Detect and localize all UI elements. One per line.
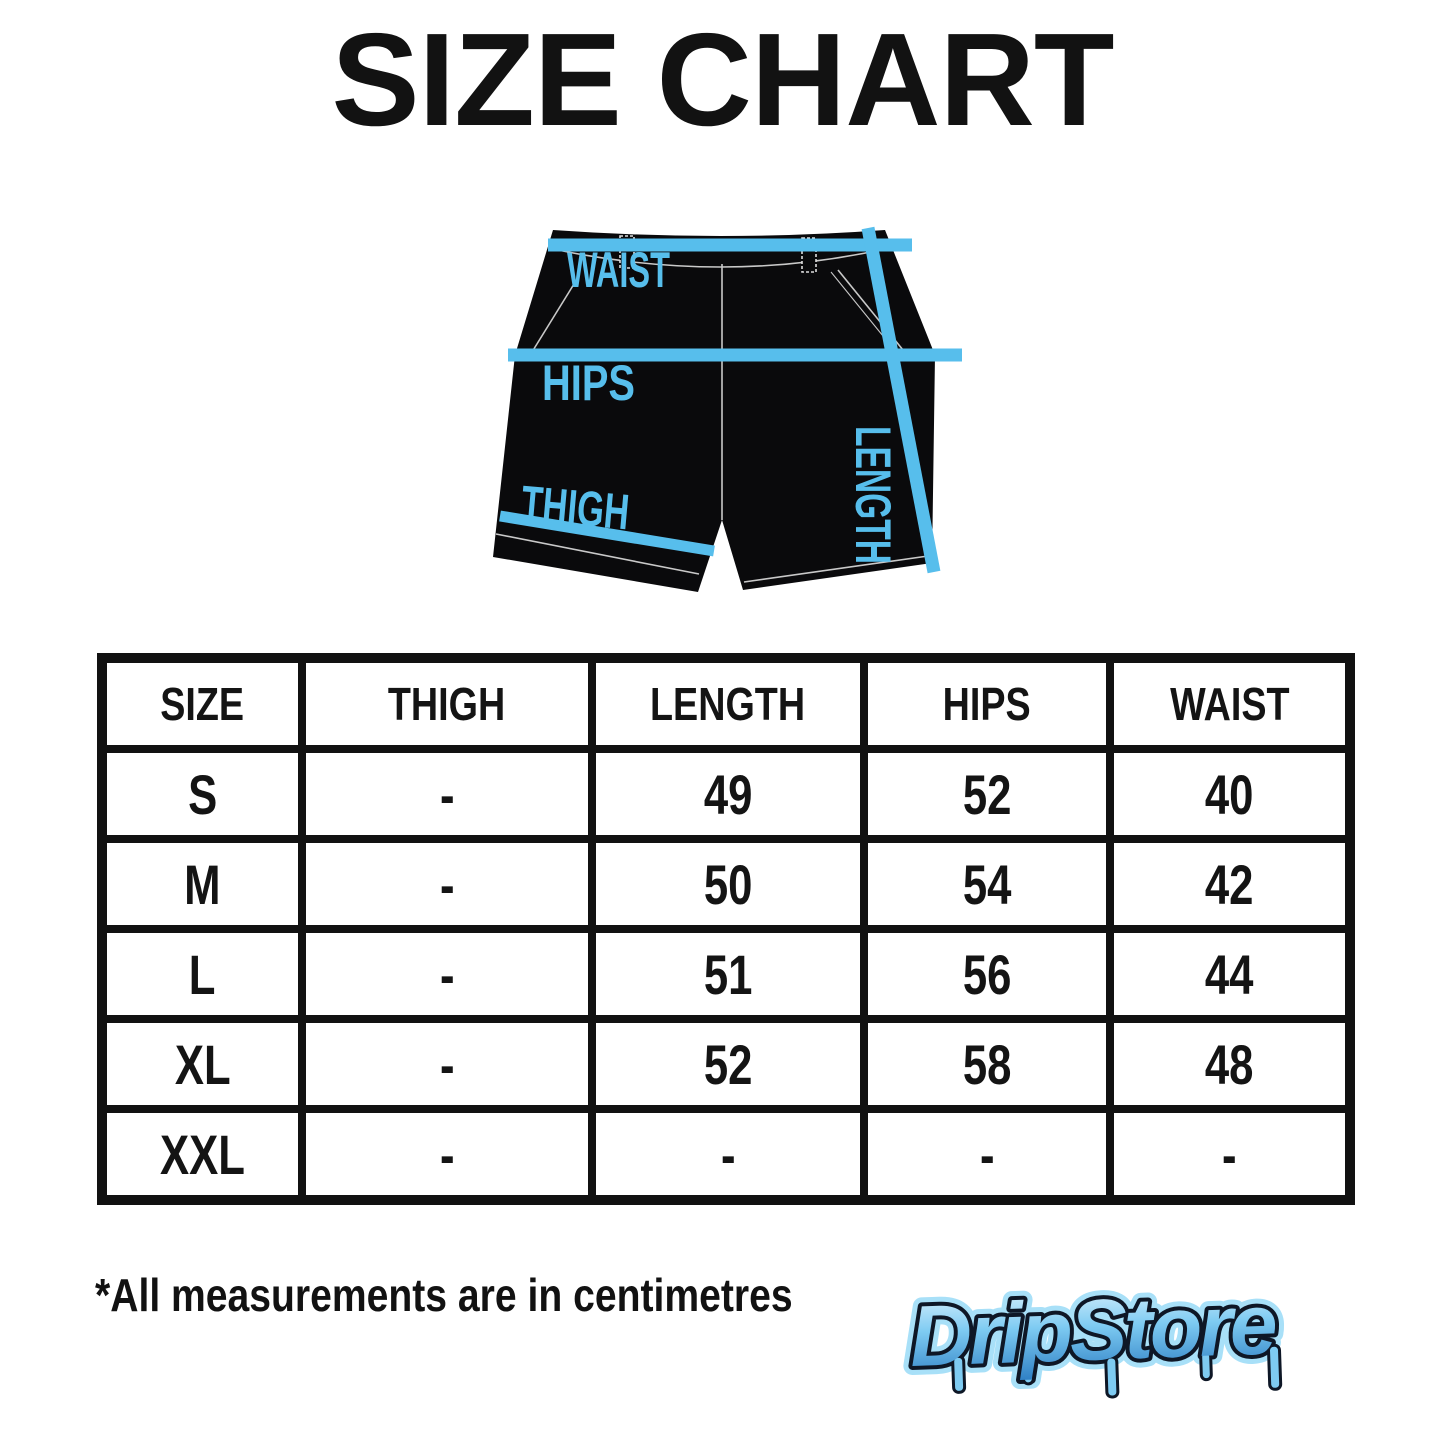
hips-cell: 54	[860, 835, 1114, 933]
header: SIZE CHART	[0, 14, 1445, 146]
size-cell: XL	[98, 1015, 306, 1113]
waist-cell: 44	[1106, 925, 1354, 1023]
waist-cell: 48	[1106, 1015, 1354, 1113]
measurements-footnote: *All measurements are in centimetres	[95, 1269, 793, 1321]
size-cell: XXL	[98, 1105, 306, 1204]
table-row-xl: XL - 52 58 48	[98, 1015, 1354, 1113]
hips-cell: -	[860, 1105, 1114, 1204]
waist-cell: 40	[1106, 745, 1354, 843]
shorts-illustration: WAIST HIPS THIGH LENGTH	[493, 226, 962, 592]
col-header-hips: HIPS	[860, 654, 1114, 753]
length-cell: 50	[588, 835, 868, 933]
dripstore-logo: DripStore DripStore DripStore	[900, 1267, 1286, 1399]
length-label: LENGTH	[845, 426, 901, 564]
col-header-length: LENGTH	[588, 654, 868, 753]
waist-label: WAIST	[567, 242, 670, 298]
thigh-cell: -	[298, 925, 596, 1023]
thigh-cell: -	[298, 745, 596, 843]
thigh-cell: -	[298, 1105, 596, 1204]
col-header-thigh: THIGH	[298, 654, 596, 753]
length-cell: 51	[588, 925, 868, 1023]
size-cell: L	[98, 925, 306, 1023]
table-row-l: L - 51 56 44	[98, 925, 1354, 1023]
hips-cell: 52	[860, 745, 1114, 843]
length-cell: 52	[588, 1015, 868, 1113]
size-table-header: SIZE THIGH LENGTH HIPS WAIST	[98, 654, 1354, 753]
thigh-label: THIGH	[519, 475, 631, 540]
hips-label: HIPS	[542, 355, 635, 411]
header-row: SIZE THIGH LENGTH HIPS WAIST	[98, 654, 1354, 753]
waist-cell: -	[1106, 1105, 1354, 1204]
length-cell: 49	[588, 745, 868, 843]
length-line	[861, 226, 941, 574]
waist-cell: 42	[1106, 835, 1354, 933]
logo-text-group: DripStore DripStore DripStore	[900, 1267, 1286, 1399]
table-row-m: M - 50 54 42	[98, 835, 1354, 933]
logo-text: DripStore	[908, 1276, 1277, 1385]
measurement-labels: WAIST HIPS THIGH LENGTH	[519, 242, 901, 564]
shorts-silhouette	[493, 230, 935, 592]
table-row-xxl: XXL - - - -	[98, 1105, 1354, 1204]
hips-cell: 56	[860, 925, 1114, 1023]
size-cell: M	[98, 835, 306, 933]
measurement-lines	[499, 226, 962, 574]
logo-drips	[951, 1343, 1283, 1399]
size-cell: S	[98, 745, 306, 843]
thigh-cell: -	[298, 835, 596, 933]
col-header-waist: WAIST	[1106, 654, 1354, 753]
logo-outline: DripStore	[908, 1276, 1277, 1385]
length-cell: -	[588, 1105, 868, 1204]
page-title: SIZE CHART	[331, 6, 1115, 153]
brand-logo: DripStore DripStore DripStore	[900, 1256, 1350, 1421]
table-row-s: S - 49 52 40	[98, 745, 1354, 843]
thigh-line	[499, 510, 715, 557]
size-table: SIZE THIGH LENGTH HIPS WAIST S - 49 52 4…	[97, 653, 1355, 1205]
shorts-diagram: WAIST HIPS THIGH LENGTH	[486, 220, 966, 620]
hips-cell: 58	[860, 1015, 1114, 1113]
thigh-cell: -	[298, 1015, 596, 1113]
col-header-size: SIZE	[98, 654, 306, 753]
